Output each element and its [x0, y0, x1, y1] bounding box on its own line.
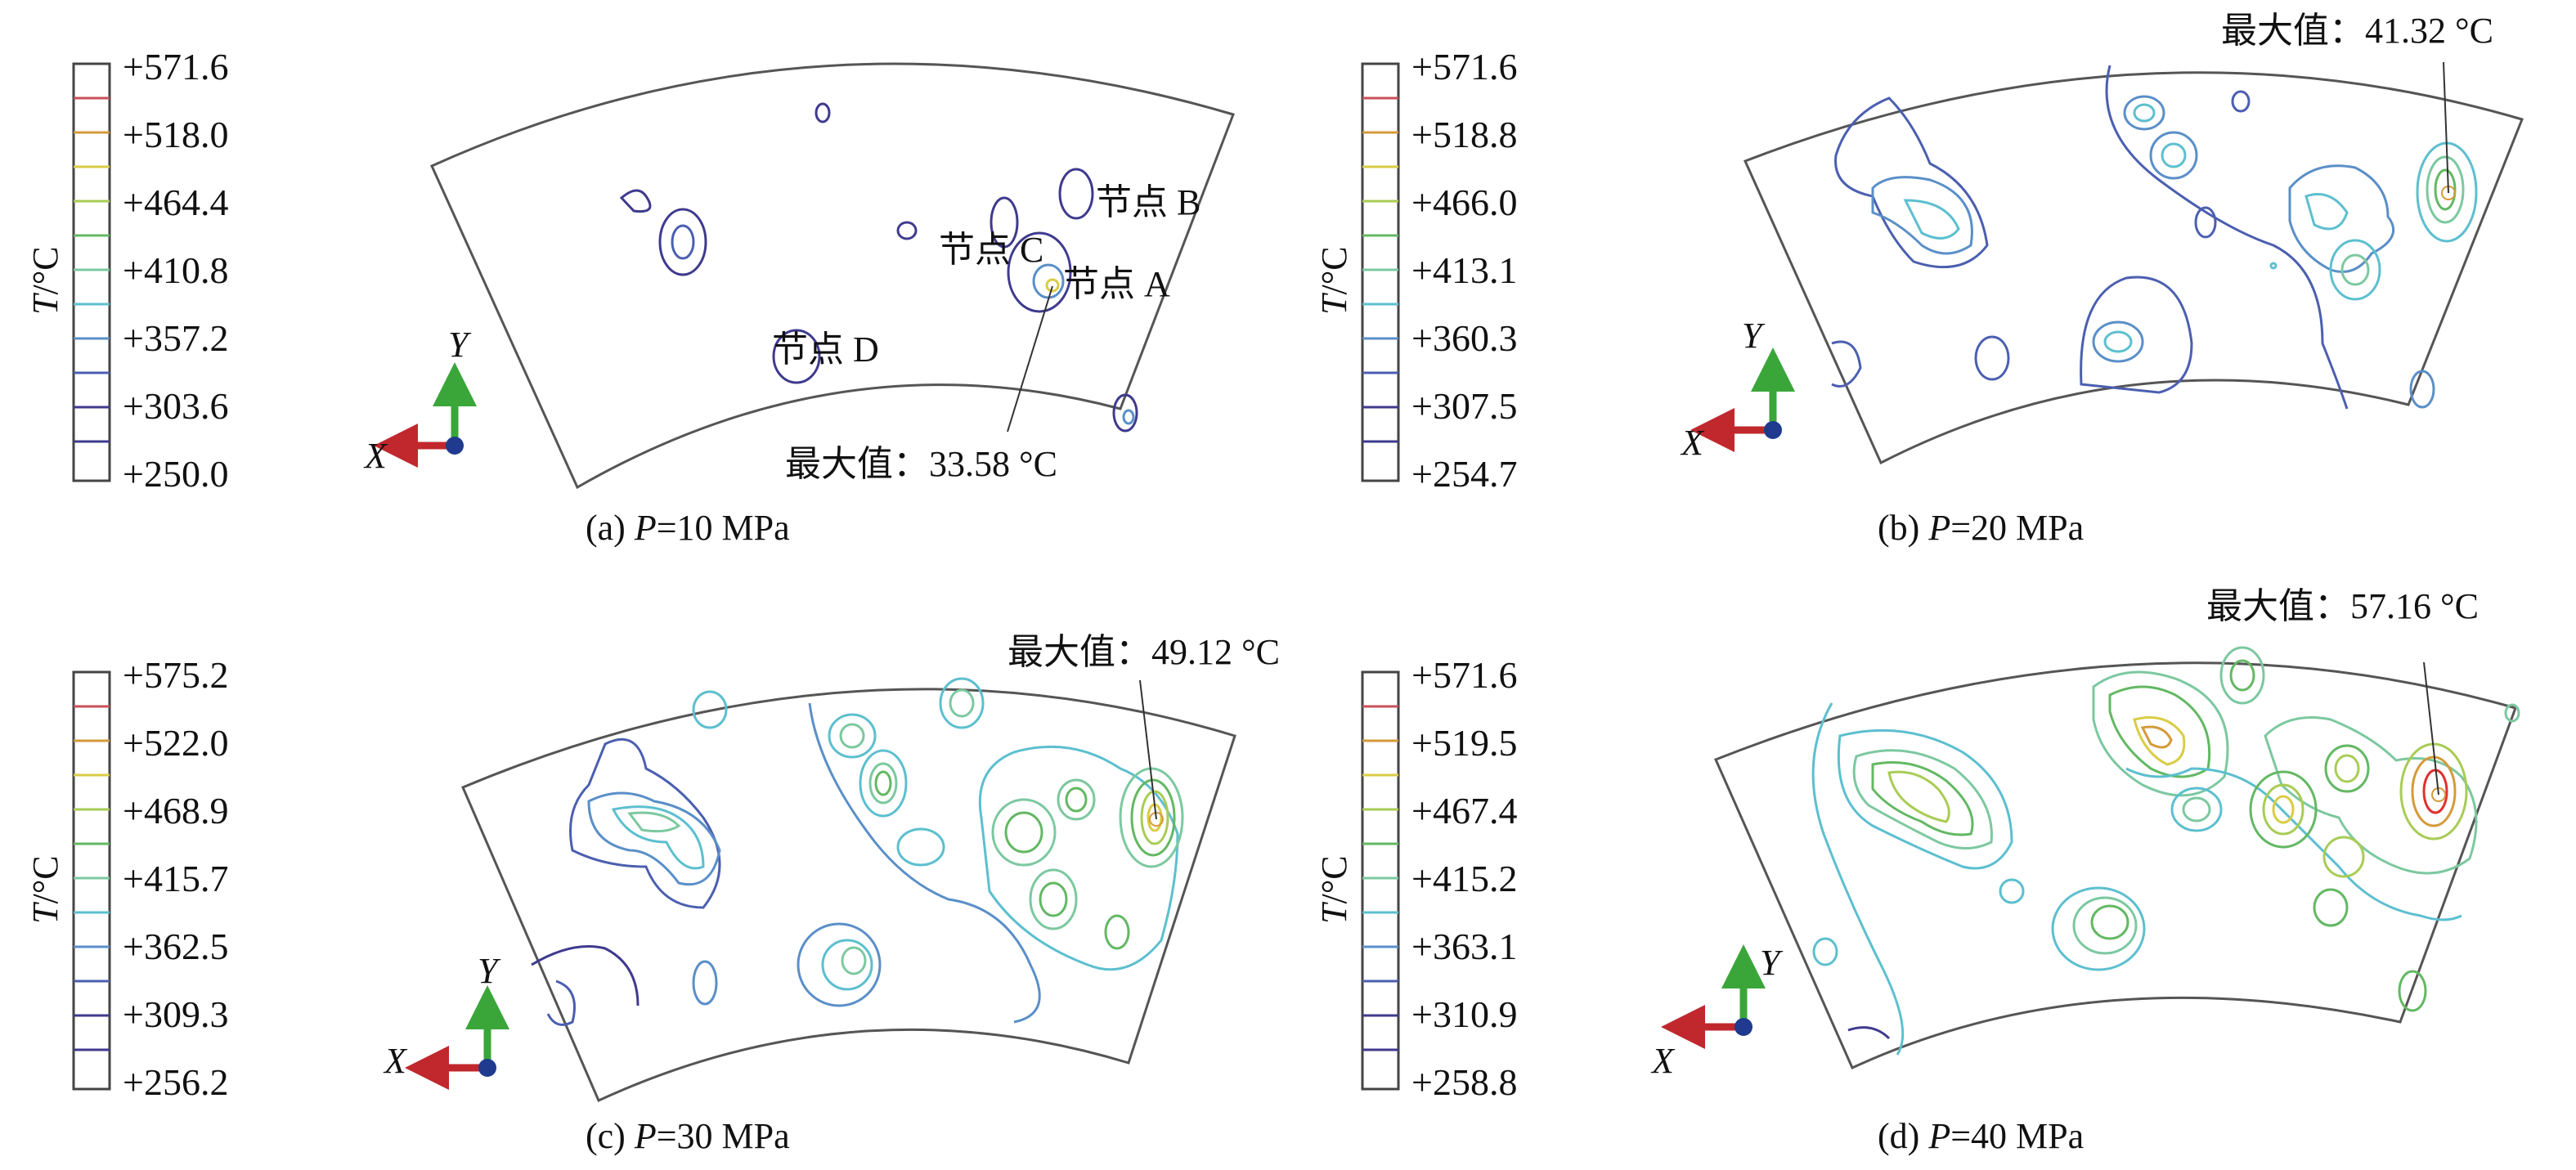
node-label-d: 节点 D	[772, 329, 879, 370]
panel-c: +575.2 +522.0 +468.9 +415.7 +362.5 +309.…	[25, 632, 1280, 1156]
contour-lines	[1831, 65, 2478, 410]
legend-a: +571.6 +518.0 +464.4 +410.8 +357.2 +303.…	[25, 46, 228, 495]
axis-triad: Y X	[383, 951, 509, 1090]
sector-outline	[461, 688, 1236, 1103]
legend-c: +575.2 +522.0 +468.9 +415.7 +362.5 +309.…	[25, 654, 228, 1103]
panel-b: +571.6 +518.8 +466.0 +413.1 +360.3 +307.…	[1314, 11, 2524, 548]
legend-frame	[72, 62, 111, 482]
legend-tick: +357.2	[123, 317, 228, 359]
axis-origin	[446, 437, 464, 455]
axis-origin	[1735, 1018, 1752, 1036]
legend-frame	[72, 670, 111, 1091]
legend-level-lines	[1362, 96, 1398, 443]
legend-tick: +571.6	[123, 46, 228, 87]
panel-caption: (c) P=30 MPa	[586, 1116, 790, 1156]
legend-tick: +410.8	[123, 249, 228, 291]
axis-triad: Y X	[1680, 316, 1795, 463]
legend-tick: +518.8	[1411, 114, 1517, 155]
legend-title: T/°C	[25, 855, 65, 924]
max-value-label: 最大值：41.32 °C	[2221, 11, 2493, 51]
node-label-a: 节点 A	[1063, 264, 1170, 304]
legend-tick: +468.9	[123, 790, 228, 832]
legend-tick: +310.9	[1411, 993, 1517, 1035]
legend-title: T/°C	[1314, 855, 1354, 924]
sector-outline	[1713, 661, 2517, 1069]
legend-tick: +362.5	[123, 926, 228, 967]
legend-level-lines	[74, 96, 110, 443]
max-leader-line	[2423, 661, 2439, 796]
y-axis-label: Y	[1760, 943, 1784, 983]
x-axis-label: X	[383, 1041, 408, 1081]
sector-outline	[1743, 71, 2524, 465]
legend-tick: +413.1	[1411, 249, 1517, 291]
axis-origin	[1764, 421, 1782, 439]
legend-tick: +575.2	[123, 654, 228, 696]
axis-triad: Y X	[363, 325, 477, 476]
y-axis-label: Y	[478, 951, 501, 991]
y-axis-label: Y	[448, 325, 472, 365]
legend-tick: +363.1	[1411, 926, 1517, 967]
max-value-label: 最大值：49.12 °C	[1008, 632, 1280, 672]
legend-tick: +571.6	[1411, 46, 1517, 87]
max-value-label: 最大值：57.16 °C	[2206, 586, 2479, 626]
legend-title: T/°C	[25, 246, 65, 315]
contour-lines	[619, 102, 1138, 433]
panel-caption: (d) P=40 MPa	[1878, 1116, 2084, 1156]
legend-tick: +522.0	[123, 722, 228, 764]
sector-outline	[430, 62, 1235, 490]
legend-tick: +571.6	[1411, 654, 1517, 696]
legend-tick: +415.7	[123, 858, 228, 899]
legend-b: +571.6 +518.8 +466.0 +413.1 +360.3 +307.…	[1314, 46, 1517, 495]
legend-tick: +415.2	[1411, 858, 1517, 899]
legend-tick: +466.0	[1411, 182, 1517, 223]
legend-tick: +307.5	[1411, 385, 1517, 427]
max-leader-line	[2443, 61, 2449, 194]
legend-tick: +464.4	[123, 182, 228, 223]
legend-frame	[1361, 670, 1400, 1091]
node-label-b: 节点 B	[1096, 182, 1200, 222]
legend-tick: +303.6	[123, 385, 228, 427]
panel-caption: (b) P=20 MPa	[1878, 508, 2084, 548]
contour-lines	[1811, 646, 2520, 1056]
legend-level-lines	[1362, 705, 1398, 1051]
legend-tick: +518.0	[123, 114, 228, 155]
legend-tick: +254.7	[1411, 453, 1517, 495]
legend-d: +571.6 +519.5 +467.4 +415.2 +363.1 +310.…	[1314, 654, 1517, 1103]
axis-triad: Y X	[1650, 943, 1784, 1081]
legend-tick: +250.0	[123, 453, 228, 495]
panel-caption: (a) P=10 MPa	[586, 508, 790, 548]
legend-title: T/°C	[1314, 246, 1354, 315]
node-label-c: 节点 C	[939, 230, 1043, 270]
axis-origin	[478, 1059, 496, 1077]
x-axis-label: X	[363, 436, 388, 476]
max-leader-line	[1007, 285, 1053, 433]
legend-tick: +467.4	[1411, 790, 1517, 832]
x-axis-label: X	[1680, 423, 1705, 463]
legend-tick: +360.3	[1411, 317, 1517, 359]
max-leader-line	[1139, 679, 1157, 820]
panel-a: +571.6 +518.0 +464.4 +410.8 +357.2 +303.…	[25, 46, 1235, 548]
legend-frame	[1361, 62, 1400, 482]
panel-d: +571.6 +519.5 +467.4 +415.2 +363.1 +310.…	[1314, 586, 2520, 1156]
x-axis-label: X	[1650, 1041, 1676, 1081]
contour-lines	[531, 677, 1184, 1026]
legend-tick: +519.5	[1411, 722, 1517, 764]
y-axis-label: Y	[1742, 316, 1766, 356]
legend-level-lines	[74, 705, 110, 1051]
max-value-label: 最大值：33.58 °C	[785, 444, 1057, 484]
legend-tick: +258.8	[1411, 1061, 1517, 1103]
legend-tick: +256.2	[123, 1061, 228, 1103]
legend-tick: +309.3	[123, 993, 228, 1035]
